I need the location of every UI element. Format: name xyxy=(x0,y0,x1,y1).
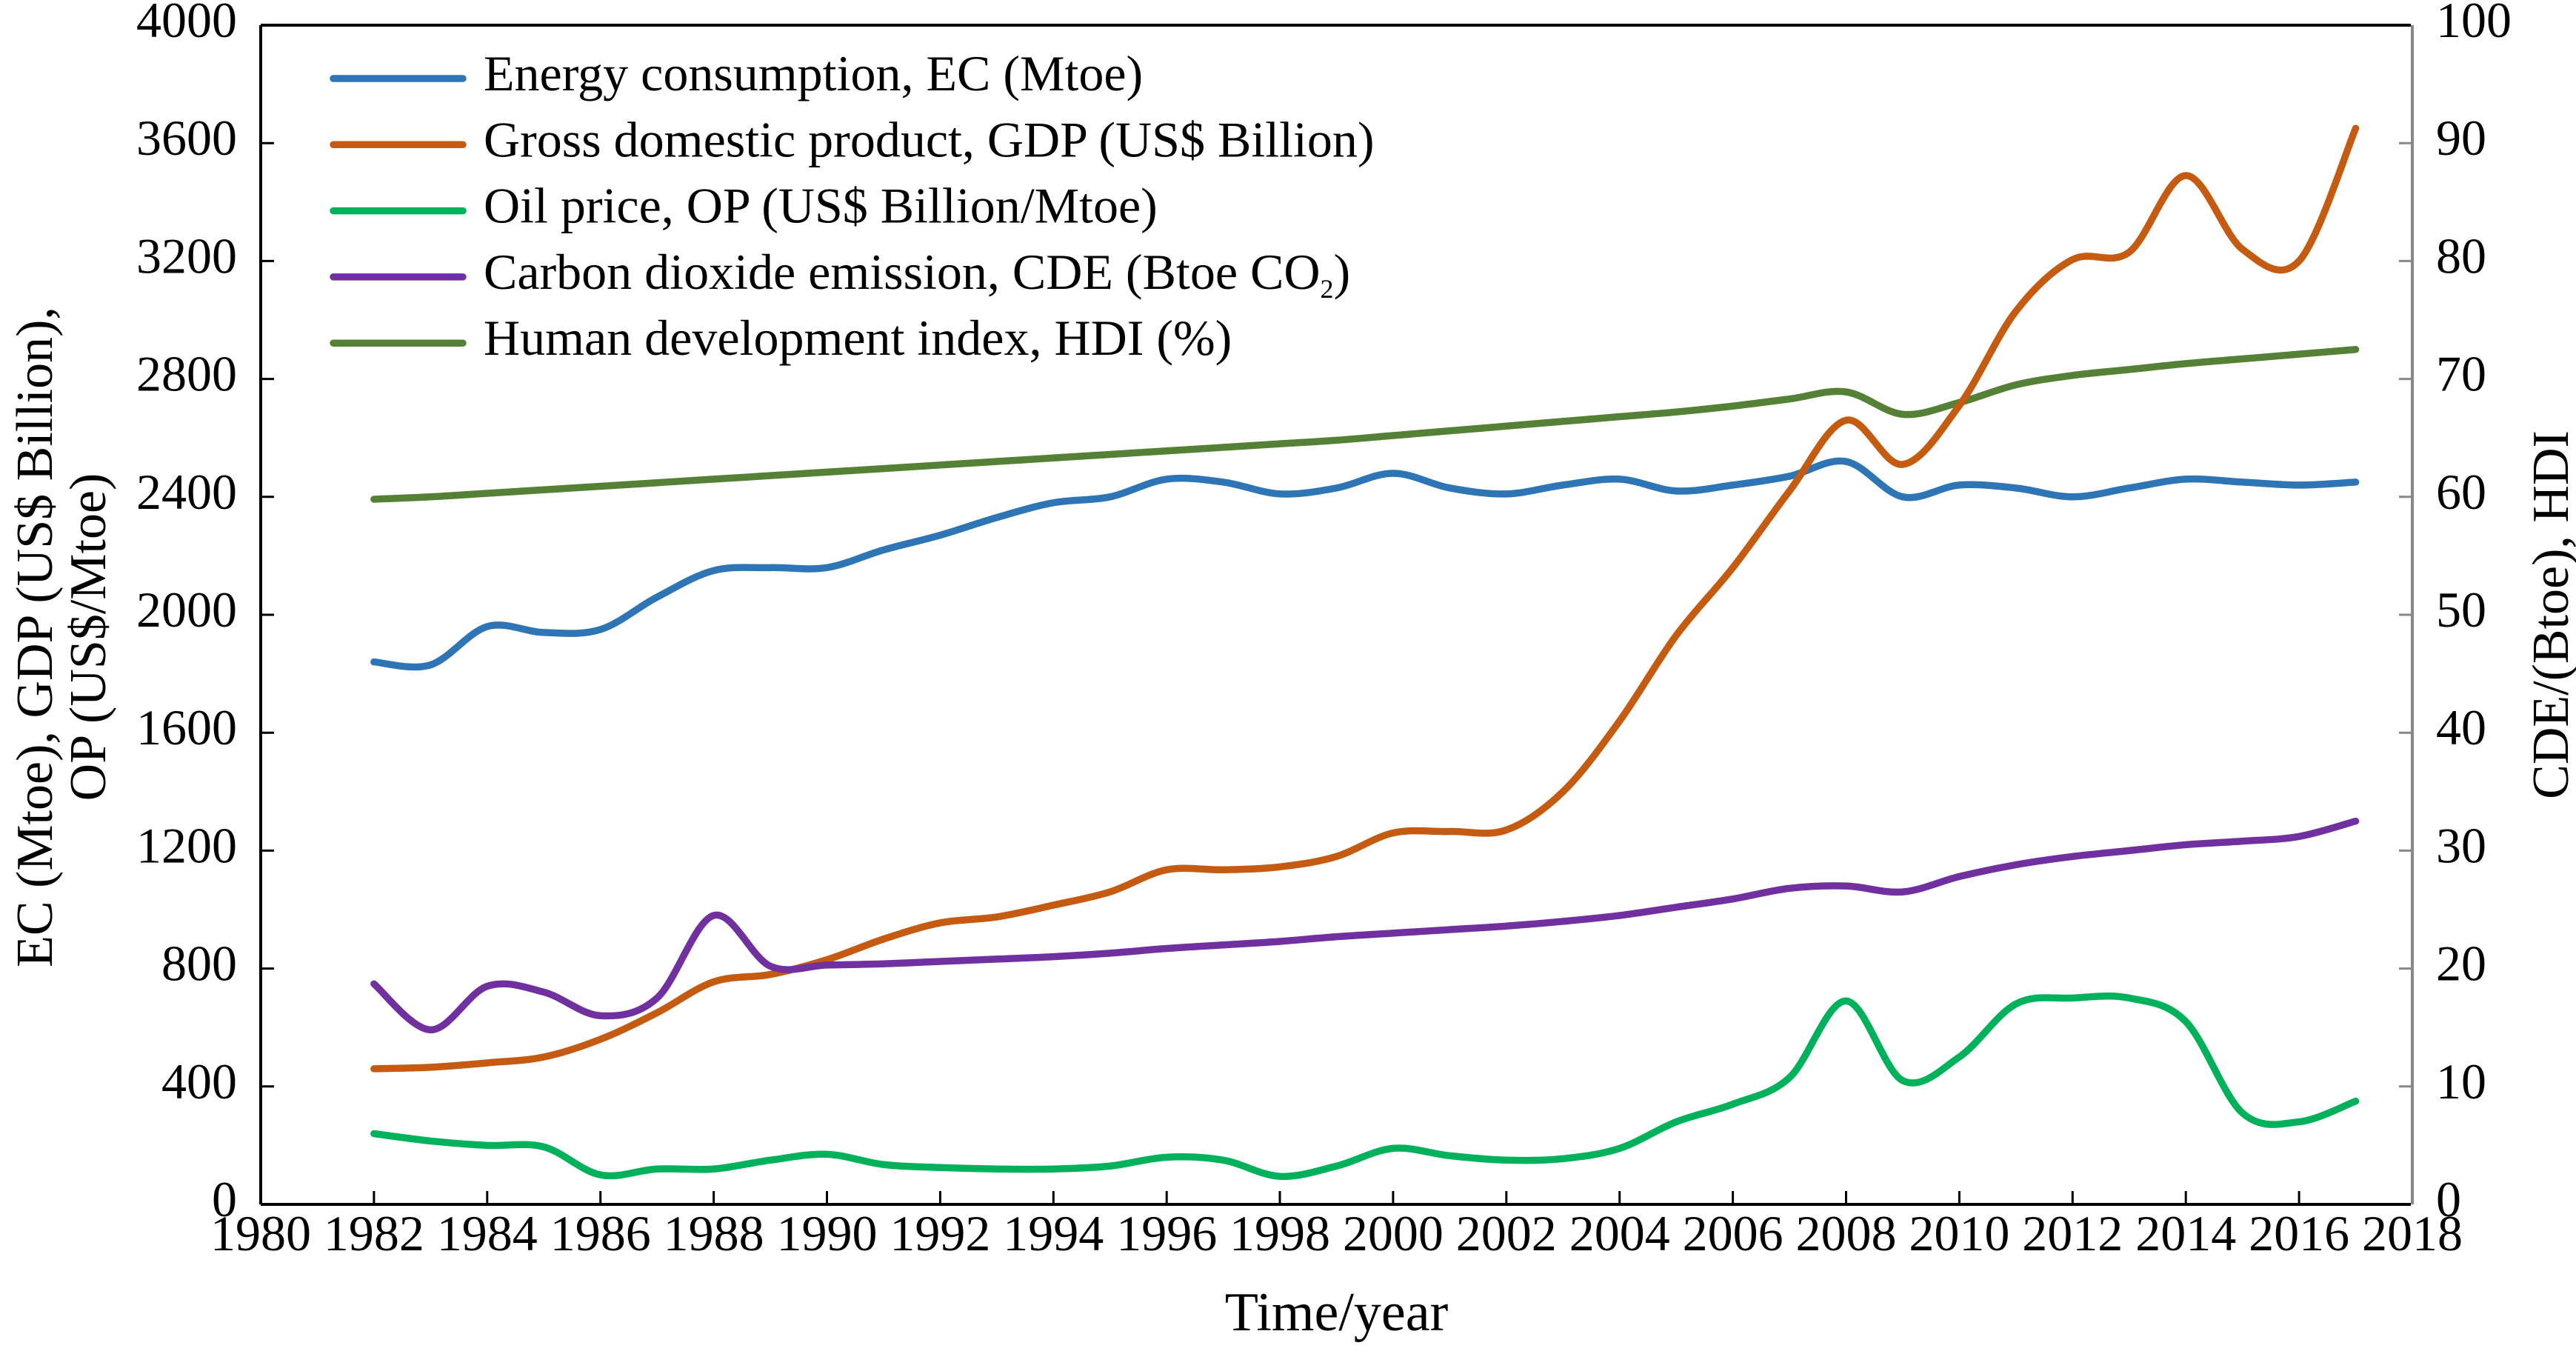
svg-text:2002: 2002 xyxy=(1456,1205,1557,1261)
svg-text:4000: 4000 xyxy=(136,0,237,48)
svg-text:1986: 1986 xyxy=(550,1205,651,1261)
svg-text:1600: 1600 xyxy=(136,699,237,756)
svg-text:Oil price, OP (US$ Billion/Mto: Oil price, OP (US$ Billion/Mtoe) xyxy=(484,178,1158,234)
svg-text:CDE/(Btoe), HDI: CDE/(Btoe), HDI xyxy=(2523,430,2576,799)
svg-text:50: 50 xyxy=(2436,581,2486,638)
svg-text:2400: 2400 xyxy=(136,464,237,520)
svg-text:2000: 2000 xyxy=(1343,1205,1444,1261)
svg-text:20: 20 xyxy=(2436,936,2486,992)
svg-text:60: 60 xyxy=(2436,464,2486,520)
svg-text:Energy consumption, EC (Mtoe): Energy consumption, EC (Mtoe) xyxy=(484,45,1143,101)
svg-text:800: 800 xyxy=(161,936,237,992)
svg-text:1984: 1984 xyxy=(437,1205,538,1261)
svg-text:EC (Mtoe), GDP (US$ Billion),: EC (Mtoe), GDP (US$ Billion), xyxy=(7,307,64,967)
svg-text:1982: 1982 xyxy=(324,1205,424,1261)
svg-text:1990: 1990 xyxy=(777,1205,878,1261)
svg-text:Carbon dioxide emission, CDE (: Carbon dioxide emission, CDE (Btoe CO2) xyxy=(484,244,1350,304)
svg-text:2006: 2006 xyxy=(1683,1205,1783,1261)
svg-text:400: 400 xyxy=(161,1053,237,1110)
svg-text:1996: 1996 xyxy=(1116,1205,1217,1261)
svg-text:2016: 2016 xyxy=(2249,1205,2349,1261)
svg-text:40: 40 xyxy=(2436,699,2486,756)
svg-text:2004: 2004 xyxy=(1569,1205,1670,1261)
svg-text:Time/year: Time/year xyxy=(1225,1282,1448,1343)
svg-text:3600: 3600 xyxy=(136,110,237,166)
svg-text:2012: 2012 xyxy=(2022,1205,2123,1261)
svg-text:1994: 1994 xyxy=(1003,1205,1104,1261)
svg-text:2800: 2800 xyxy=(136,346,237,402)
svg-text:OP (US$/Mtoe): OP (US$/Mtoe) xyxy=(60,473,117,801)
svg-text:100: 100 xyxy=(2436,0,2512,48)
svg-text:1980: 1980 xyxy=(210,1205,311,1261)
svg-text:3200: 3200 xyxy=(136,227,237,284)
svg-text:80: 80 xyxy=(2436,227,2486,284)
svg-text:1988: 1988 xyxy=(664,1205,764,1261)
svg-text:2008: 2008 xyxy=(1796,1205,1897,1261)
svg-text:Gross domestic product, GDP (U: Gross domestic product, GDP (US$ Billion… xyxy=(484,111,1375,167)
svg-text:90: 90 xyxy=(2436,110,2486,166)
svg-text:2010: 2010 xyxy=(1909,1205,2009,1261)
svg-text:2018: 2018 xyxy=(2362,1205,2463,1261)
svg-text:1998: 1998 xyxy=(1229,1205,1330,1261)
svg-text:1992: 1992 xyxy=(890,1205,990,1261)
svg-text:30: 30 xyxy=(2436,817,2486,873)
svg-text:Human development index, HDI (: Human development index, HDI (%) xyxy=(484,310,1232,366)
svg-text:10: 10 xyxy=(2436,1053,2486,1110)
svg-text:2014: 2014 xyxy=(2135,1205,2236,1261)
svg-text:1200: 1200 xyxy=(136,817,237,873)
svg-text:2000: 2000 xyxy=(136,581,237,638)
svg-text:70: 70 xyxy=(2436,346,2486,402)
